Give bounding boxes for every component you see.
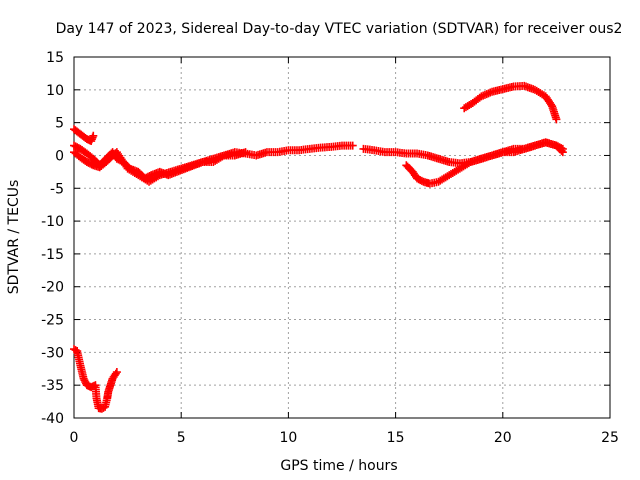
x-tick-label: 20	[494, 430, 512, 446]
x-tick-label: 10	[279, 430, 297, 446]
chart-title: Day 147 of 2023, Sidereal Day-to-day VTE…	[56, 21, 623, 37]
data-point	[89, 131, 98, 140]
y-tick-label: -30	[41, 345, 64, 361]
y-tick-label: -25	[41, 313, 64, 329]
y-axis-label: SDTVAR / TECUs	[6, 180, 22, 295]
y-tick-label: -20	[41, 280, 64, 296]
x-tick-label: 25	[601, 430, 619, 446]
data-point	[464, 159, 473, 168]
data-point	[111, 369, 120, 378]
y-tick-label: 15	[46, 50, 64, 66]
series-track-a	[70, 125, 98, 146]
y-tick-label: -5	[50, 181, 64, 197]
y-tick-label: 0	[55, 148, 64, 164]
series-track-g	[70, 345, 121, 413]
data-point	[558, 148, 567, 157]
series-track-f	[460, 81, 561, 124]
y-tick-label: -15	[41, 247, 64, 263]
data-point	[552, 115, 561, 124]
x-tick-label: 0	[70, 430, 79, 446]
y-tick-label: -40	[41, 411, 64, 427]
y-tick-label: -10	[41, 214, 64, 230]
x-tick-label: 5	[177, 430, 186, 446]
data-points	[70, 81, 567, 413]
y-tick-label: -35	[41, 378, 64, 394]
series-track-e	[402, 138, 567, 188]
data-point	[348, 141, 357, 150]
x-tick-label: 15	[387, 430, 405, 446]
x-axis-ticks: 0 5 10 15 20 25	[70, 57, 619, 446]
y-tick-label: 10	[46, 83, 64, 99]
data-point	[153, 172, 162, 181]
y-tick-label: 5	[55, 116, 64, 132]
plot-frame	[73, 56, 611, 419]
data-point	[557, 146, 566, 155]
grid-lines	[74, 57, 610, 418]
data-point	[547, 100, 556, 109]
series-track-c	[70, 148, 250, 186]
data-point	[241, 148, 250, 157]
x-axis-label: GPS time / hours	[280, 458, 397, 474]
y-axis-ticks: -40 -35 -30 -25 -20 -15 -10 -5 0 5 10 15	[41, 50, 610, 427]
data-point	[112, 368, 121, 377]
